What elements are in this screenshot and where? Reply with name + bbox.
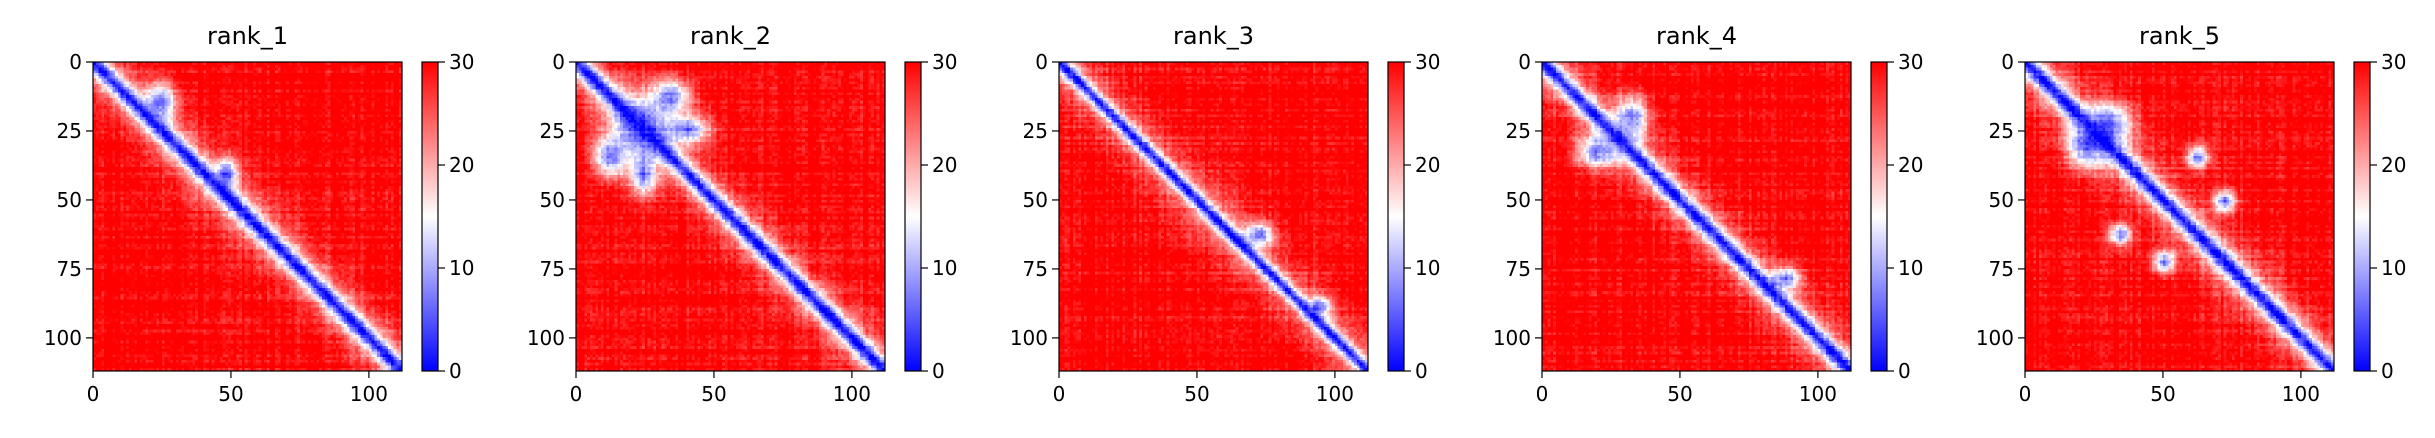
y-tick-label: 100	[527, 326, 565, 350]
y-tick-label: 100	[1010, 326, 1048, 350]
colorbar-tick-label: 10	[1415, 256, 1440, 280]
x-tick-label: 100	[1799, 382, 1837, 406]
colorbar-tick-label: 30	[449, 50, 474, 74]
y-tick-label: 0	[552, 50, 565, 74]
heatmap-image	[1542, 62, 1851, 371]
colorbar-tick-label: 10	[932, 256, 957, 280]
y-tick-label: 100	[44, 326, 82, 350]
colorbar-tick-label: 20	[1415, 153, 1440, 177]
x-tick-label: 100	[833, 382, 871, 406]
x-tick-label: 50	[1667, 382, 1692, 406]
x-tick-label: 0	[1053, 382, 1066, 406]
plot-frame	[92, 61, 403, 372]
colorbar-tick-label: 30	[1415, 50, 1440, 74]
y-tick-label: 50	[1506, 188, 1531, 212]
y-tick-label: 75	[57, 257, 82, 281]
colorbar-tick-label: 20	[1898, 153, 1923, 177]
y-tick-label: 0	[69, 50, 82, 74]
colorbar-tick-label: 10	[1898, 256, 1923, 280]
panel-rank_2: rank_2 0 50 100 0 25 50 75 100 0 10 20 30	[527, 22, 958, 406]
colorbar-tick-label: 10	[449, 256, 474, 280]
plot-frame	[1058, 61, 1369, 372]
y-tick-label: 50	[1989, 188, 2014, 212]
y-tick-label: 0	[2001, 50, 2014, 74]
chart-title: rank_1	[207, 22, 288, 50]
colorbar-tick-label: 0	[2381, 359, 2394, 383]
panel-rank_3: rank_3 0 50 100 0 25 50 75 100 0 10 20 30	[1010, 22, 1441, 406]
colorbar-tick-label: 0	[449, 359, 462, 383]
plot-frame	[1541, 61, 1852, 372]
chart-title: rank_2	[690, 22, 771, 50]
y-tick-label: 75	[540, 257, 565, 281]
y-tick-label: 75	[1506, 257, 1531, 281]
colorbar-tick-label: 0	[1898, 359, 1911, 383]
y-tick-label: 25	[1506, 119, 1531, 143]
colorbar-tick-label: 30	[932, 50, 957, 74]
y-tick-label: 25	[540, 119, 565, 143]
x-tick-label: 100	[1316, 382, 1354, 406]
x-tick-label: 0	[87, 382, 100, 406]
colorbar-tick-label: 20	[449, 153, 474, 177]
colorbar-tick-label: 30	[1898, 50, 1923, 74]
plot-frame	[2024, 61, 2335, 372]
chart-title: rank_3	[1173, 22, 1254, 50]
colorbar	[1870, 61, 1888, 372]
y-tick-label: 0	[1518, 50, 1531, 74]
y-tick-label: 25	[1989, 119, 2014, 143]
heatmap-image	[1059, 62, 1368, 371]
chart-title: rank_4	[1656, 22, 1737, 50]
y-tick-label: 50	[540, 188, 565, 212]
heatmap-image	[576, 62, 885, 371]
y-tick-label: 75	[1989, 257, 2014, 281]
y-tick-label: 100	[1976, 326, 2014, 350]
colorbar-tick-label: 20	[2381, 153, 2406, 177]
y-tick-label: 0	[1035, 50, 1048, 74]
colorbar	[2353, 61, 2371, 372]
panel-rank_4: rank_4 0 50 100 0 25 50 75 100 0 10 20 30	[1493, 22, 1924, 406]
y-tick-label: 25	[1023, 119, 1048, 143]
colorbar-tick-label: 20	[932, 153, 957, 177]
x-tick-label: 50	[218, 382, 243, 406]
colorbar-tick-label: 0	[932, 359, 945, 383]
colorbar-tick-label: 30	[2381, 50, 2406, 74]
plot-frame	[575, 61, 886, 372]
x-tick-label: 0	[570, 382, 583, 406]
y-tick-label: 100	[1493, 326, 1531, 350]
colorbar	[904, 61, 922, 372]
chart-title: rank_5	[2139, 22, 2220, 50]
x-tick-label: 100	[2282, 382, 2320, 406]
y-tick-label: 25	[57, 119, 82, 143]
x-tick-label: 50	[1184, 382, 1209, 406]
colorbar-tick-label: 10	[2381, 256, 2406, 280]
panel-rank_1: rank_1 0 50 100 0 25 50 75 100 0 10 20 30	[44, 22, 475, 406]
heatmap-image	[2025, 62, 2334, 371]
panel-rank_5: rank_5 0 50 100 0 25 50 75 100 0 10 20 30	[1976, 22, 2407, 406]
x-tick-label: 50	[701, 382, 726, 406]
x-tick-label: 50	[2150, 382, 2175, 406]
y-tick-label: 50	[57, 188, 82, 212]
x-tick-label: 0	[1536, 382, 1549, 406]
heatmap-image	[93, 62, 402, 371]
colorbar	[1387, 61, 1405, 372]
x-tick-label: 0	[2019, 382, 2032, 406]
colorbar-tick-label: 0	[1415, 359, 1428, 383]
colorbar	[421, 61, 439, 372]
y-tick-label: 50	[1023, 188, 1048, 212]
x-tick-label: 100	[350, 382, 388, 406]
y-tick-label: 75	[1023, 257, 1048, 281]
